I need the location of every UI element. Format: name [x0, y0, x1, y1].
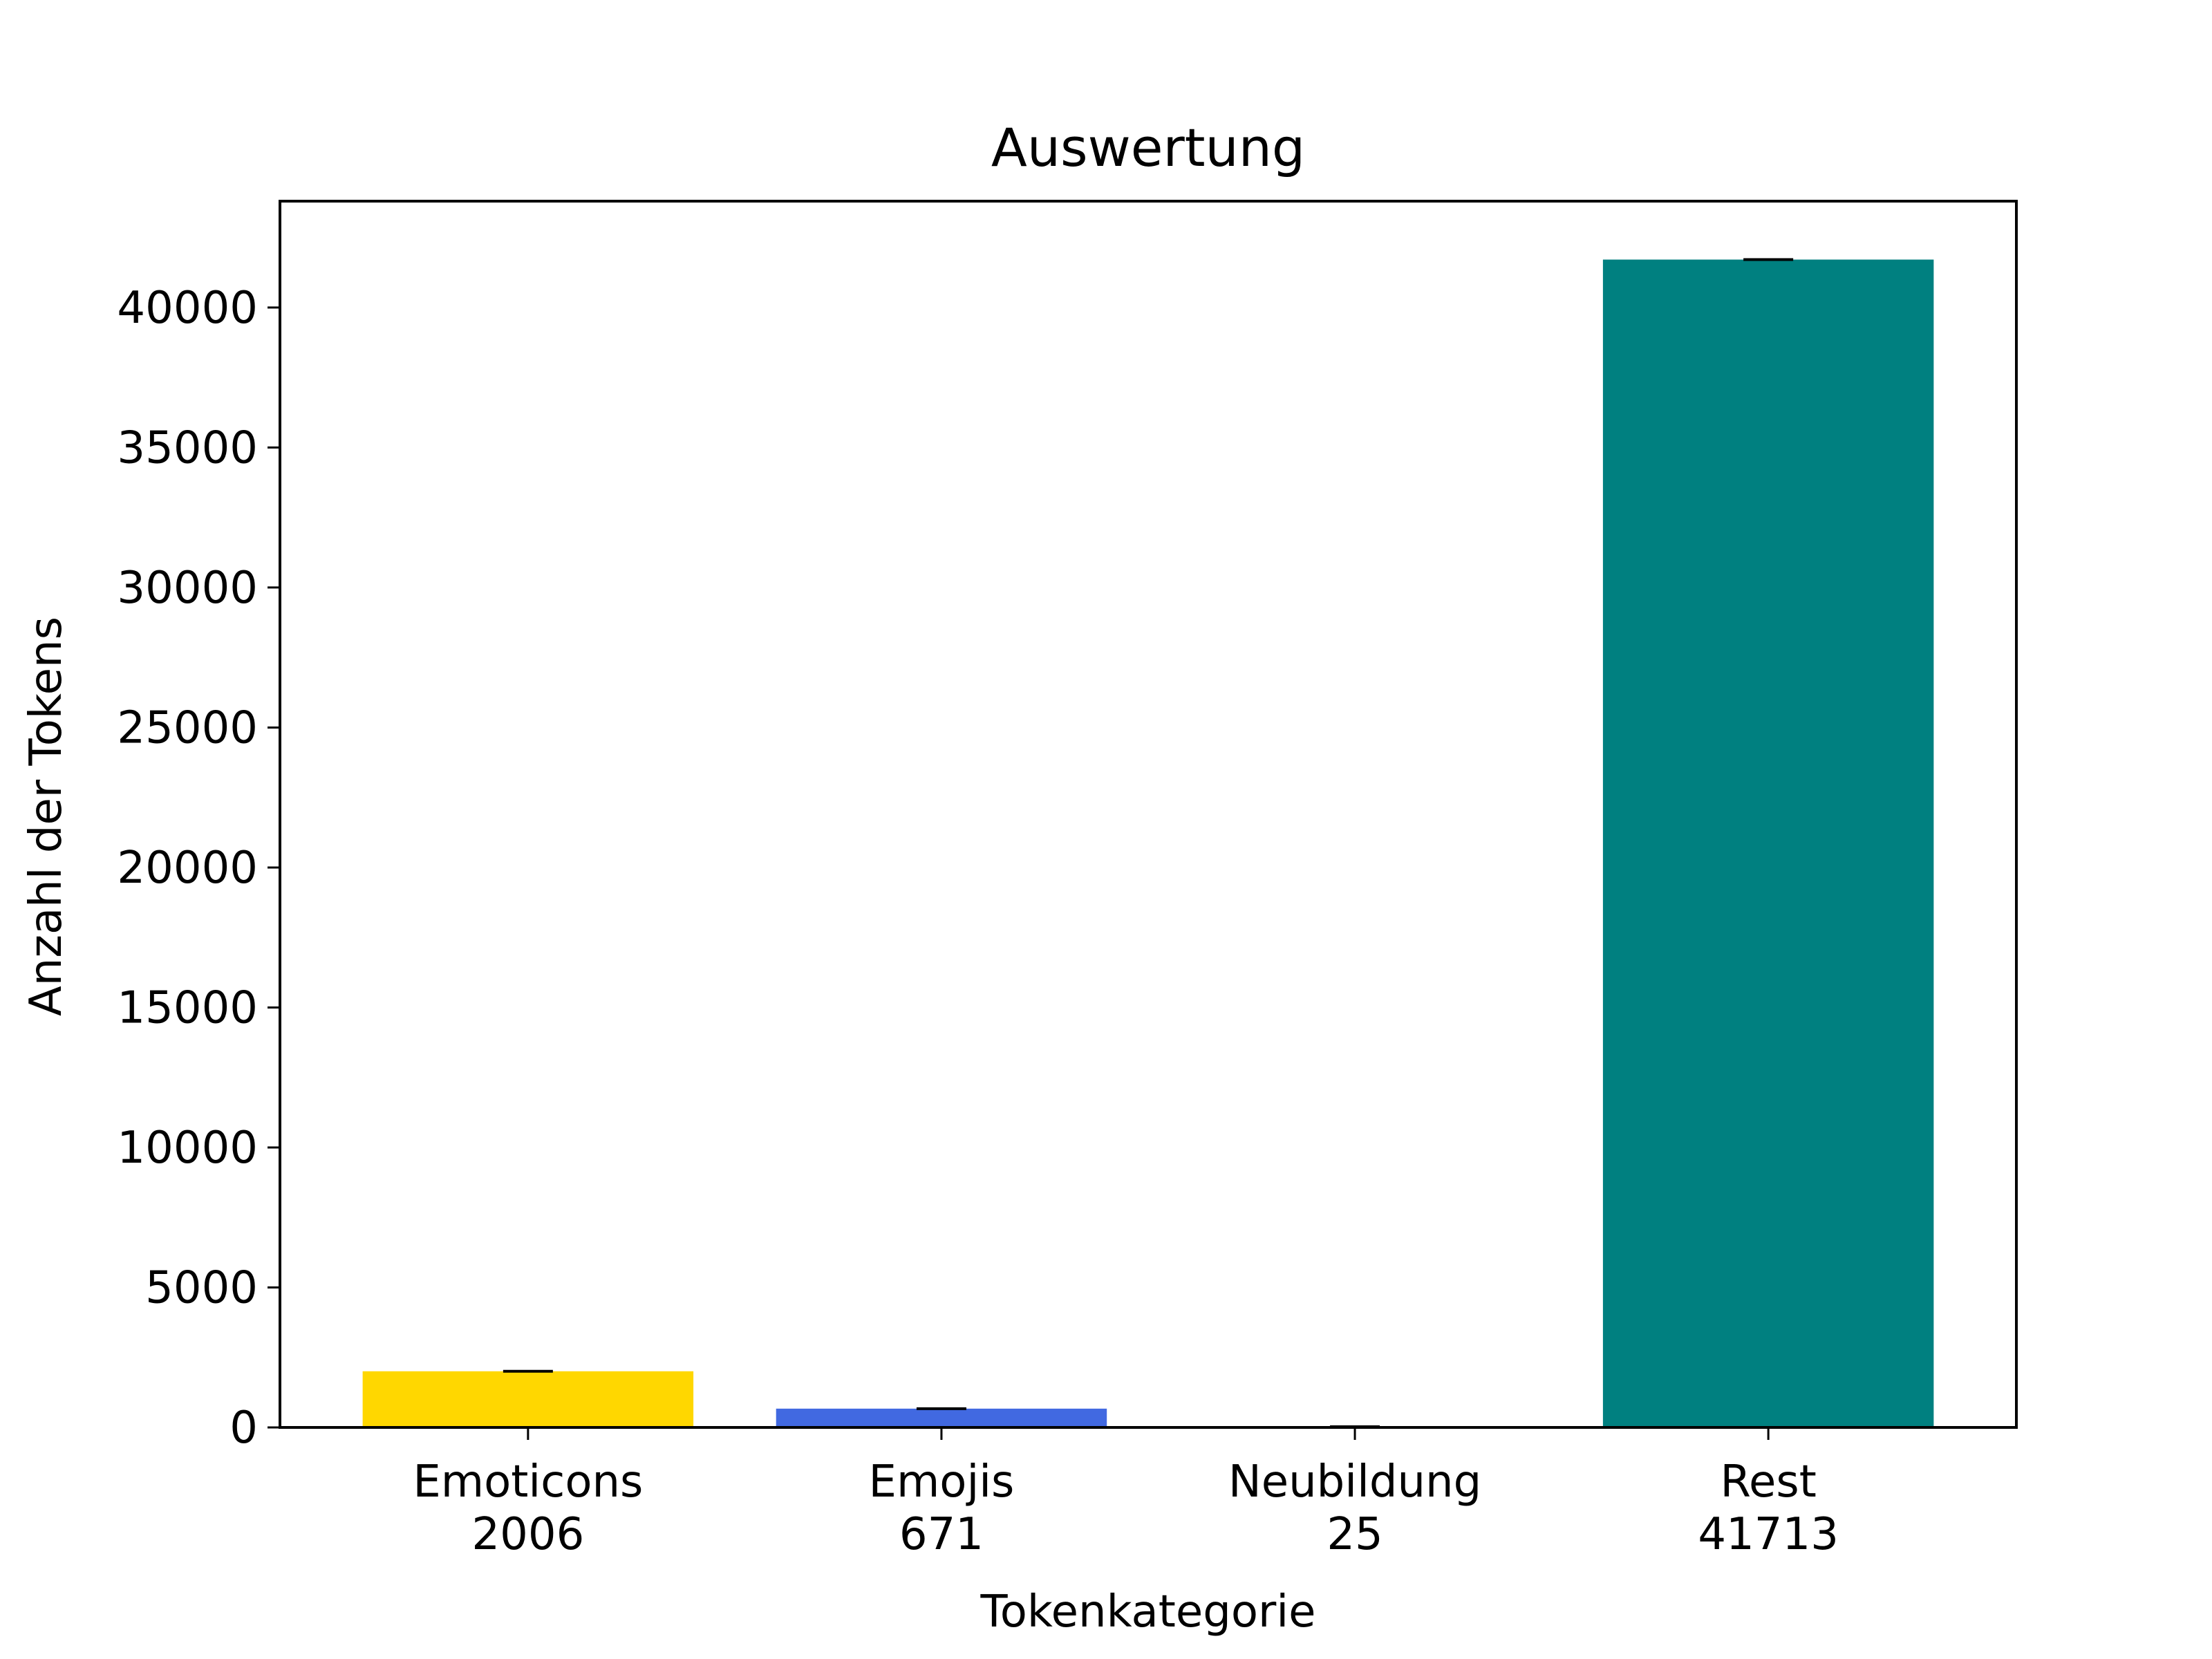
y-tick-label: 10000 [117, 1123, 258, 1174]
y-tick-label: 25000 [117, 702, 258, 753]
y-tick-label: 30000 [117, 563, 258, 614]
bar [1602, 259, 1934, 1427]
x-tick-label: Emoticons 2006 [413, 1456, 643, 1560]
x-tick-label: Emojis 671 [869, 1456, 1015, 1560]
y-tick-label: 5000 [145, 1262, 258, 1313]
y-tick-label: 20000 [117, 843, 258, 894]
x-tick-label: Rest 41713 [1698, 1456, 1839, 1560]
y-tick-label: 0 [229, 1403, 258, 1454]
x-axis-ticks: Emoticons 2006 Emojis 671 Neubildung 25 Rest 41… [413, 1427, 1839, 1560]
x-axis-label: Tokenkategorie [980, 1586, 1316, 1638]
chart-title: Auswertung [991, 117, 1305, 178]
bar [776, 1408, 1107, 1427]
y-tick-label: 40000 [117, 283, 258, 334]
y-tick-label: 35000 [117, 422, 258, 474]
x-tick-label: Neubildung 25 [1228, 1456, 1481, 1560]
y-tick-label: 15000 [117, 982, 258, 1033]
y-axis-label: Anzahl der Tokens [21, 617, 72, 1016]
plot-frame [279, 200, 2018, 1429]
bars-layer [362, 259, 1934, 1427]
error-bars-layer [503, 258, 1794, 1428]
y-axis-ticks: 0 5000 10000 15000 20000 25000 30000 35000 40000 [117, 283, 280, 1454]
bar [362, 1371, 694, 1427]
